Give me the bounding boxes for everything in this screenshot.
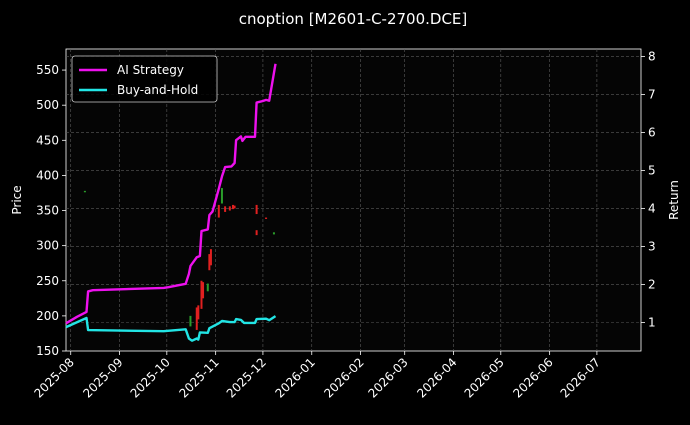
candle-2: [195, 307, 198, 330]
candle-1: [189, 315, 192, 327]
y-left-tick-label-8: 550: [36, 63, 59, 77]
candle-13: [231, 204, 234, 210]
grid: [66, 49, 641, 351]
legend-label-buy-and-hold: Buy-and-Hold: [117, 83, 198, 97]
chart-title: cnoption [M2601-C-2700.DCE]: [239, 10, 468, 28]
candle-11: [224, 206, 227, 212]
y-right-tick-label-1: 2: [648, 278, 656, 292]
candle-18: [272, 232, 275, 235]
candle-14: [233, 205, 236, 209]
y-axis-label-right: Return: [667, 180, 681, 220]
candle-3: [197, 305, 200, 320]
y-left-tick-label-6: 450: [36, 133, 59, 147]
y-right-tick-label-4: 5: [648, 164, 656, 178]
y-right-tick-label-6: 7: [648, 88, 656, 102]
y-right-tick-label-0: 1: [648, 316, 656, 330]
candle-12: [228, 206, 231, 211]
legend-label-ai-strategy: AI Strategy: [117, 63, 184, 77]
y-left-tick-label-3: 300: [36, 239, 59, 253]
candle-17: [265, 217, 268, 219]
y-left-tick-label-4: 350: [36, 204, 59, 218]
y-right-tick-label-3: 4: [648, 202, 656, 216]
candle-10: [220, 188, 223, 204]
candle-15: [255, 204, 258, 215]
y-left-tick-label-1: 200: [36, 309, 59, 323]
candle-16: [255, 230, 258, 236]
candle-6: [206, 283, 209, 292]
y-right-tick-label-7: 8: [648, 50, 656, 64]
series-line-buy-and-hold: [65, 315, 277, 342]
candle-9: [217, 204, 220, 218]
series-line-ai-strategy: [65, 63, 277, 325]
candle-8: [209, 249, 212, 266]
y-left-tick-label-2: 250: [36, 274, 59, 288]
candle-0: [83, 190, 86, 193]
candle-5: [202, 282, 205, 299]
legend-box: [71, 55, 218, 103]
y-left-tick-label-5: 400: [36, 168, 59, 182]
y-left-tick-label-0: 150: [36, 344, 59, 358]
candle-4: [200, 280, 203, 309]
legend: AI Strategy Buy-and-Hold: [71, 55, 218, 103]
y-right-tick-label-2: 3: [648, 240, 656, 254]
candlesticks: [83, 188, 275, 330]
y-left-tick-label-7: 500: [36, 98, 59, 112]
candle-7: [208, 254, 211, 271]
y-axis-label-left: Price: [10, 185, 24, 214]
series-lines: [65, 63, 277, 342]
y-right-tick-label-5: 6: [648, 126, 656, 140]
